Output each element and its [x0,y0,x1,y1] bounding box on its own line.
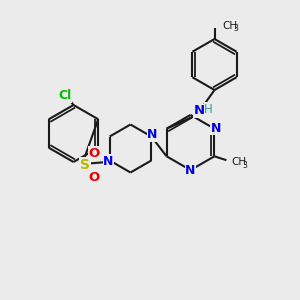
Text: Cl: Cl [58,89,72,102]
Text: 3: 3 [242,161,247,170]
Text: 3: 3 [233,24,238,33]
Text: N: N [193,104,205,118]
Text: N: N [185,164,196,177]
Text: S: S [80,158,90,172]
Text: O: O [88,171,100,184]
Text: H: H [204,103,213,116]
Text: CH: CH [222,21,237,31]
Text: N: N [147,128,158,142]
Text: O: O [88,146,100,160]
Text: N: N [103,154,114,168]
Text: CH: CH [231,157,246,167]
Text: N: N [211,122,221,135]
